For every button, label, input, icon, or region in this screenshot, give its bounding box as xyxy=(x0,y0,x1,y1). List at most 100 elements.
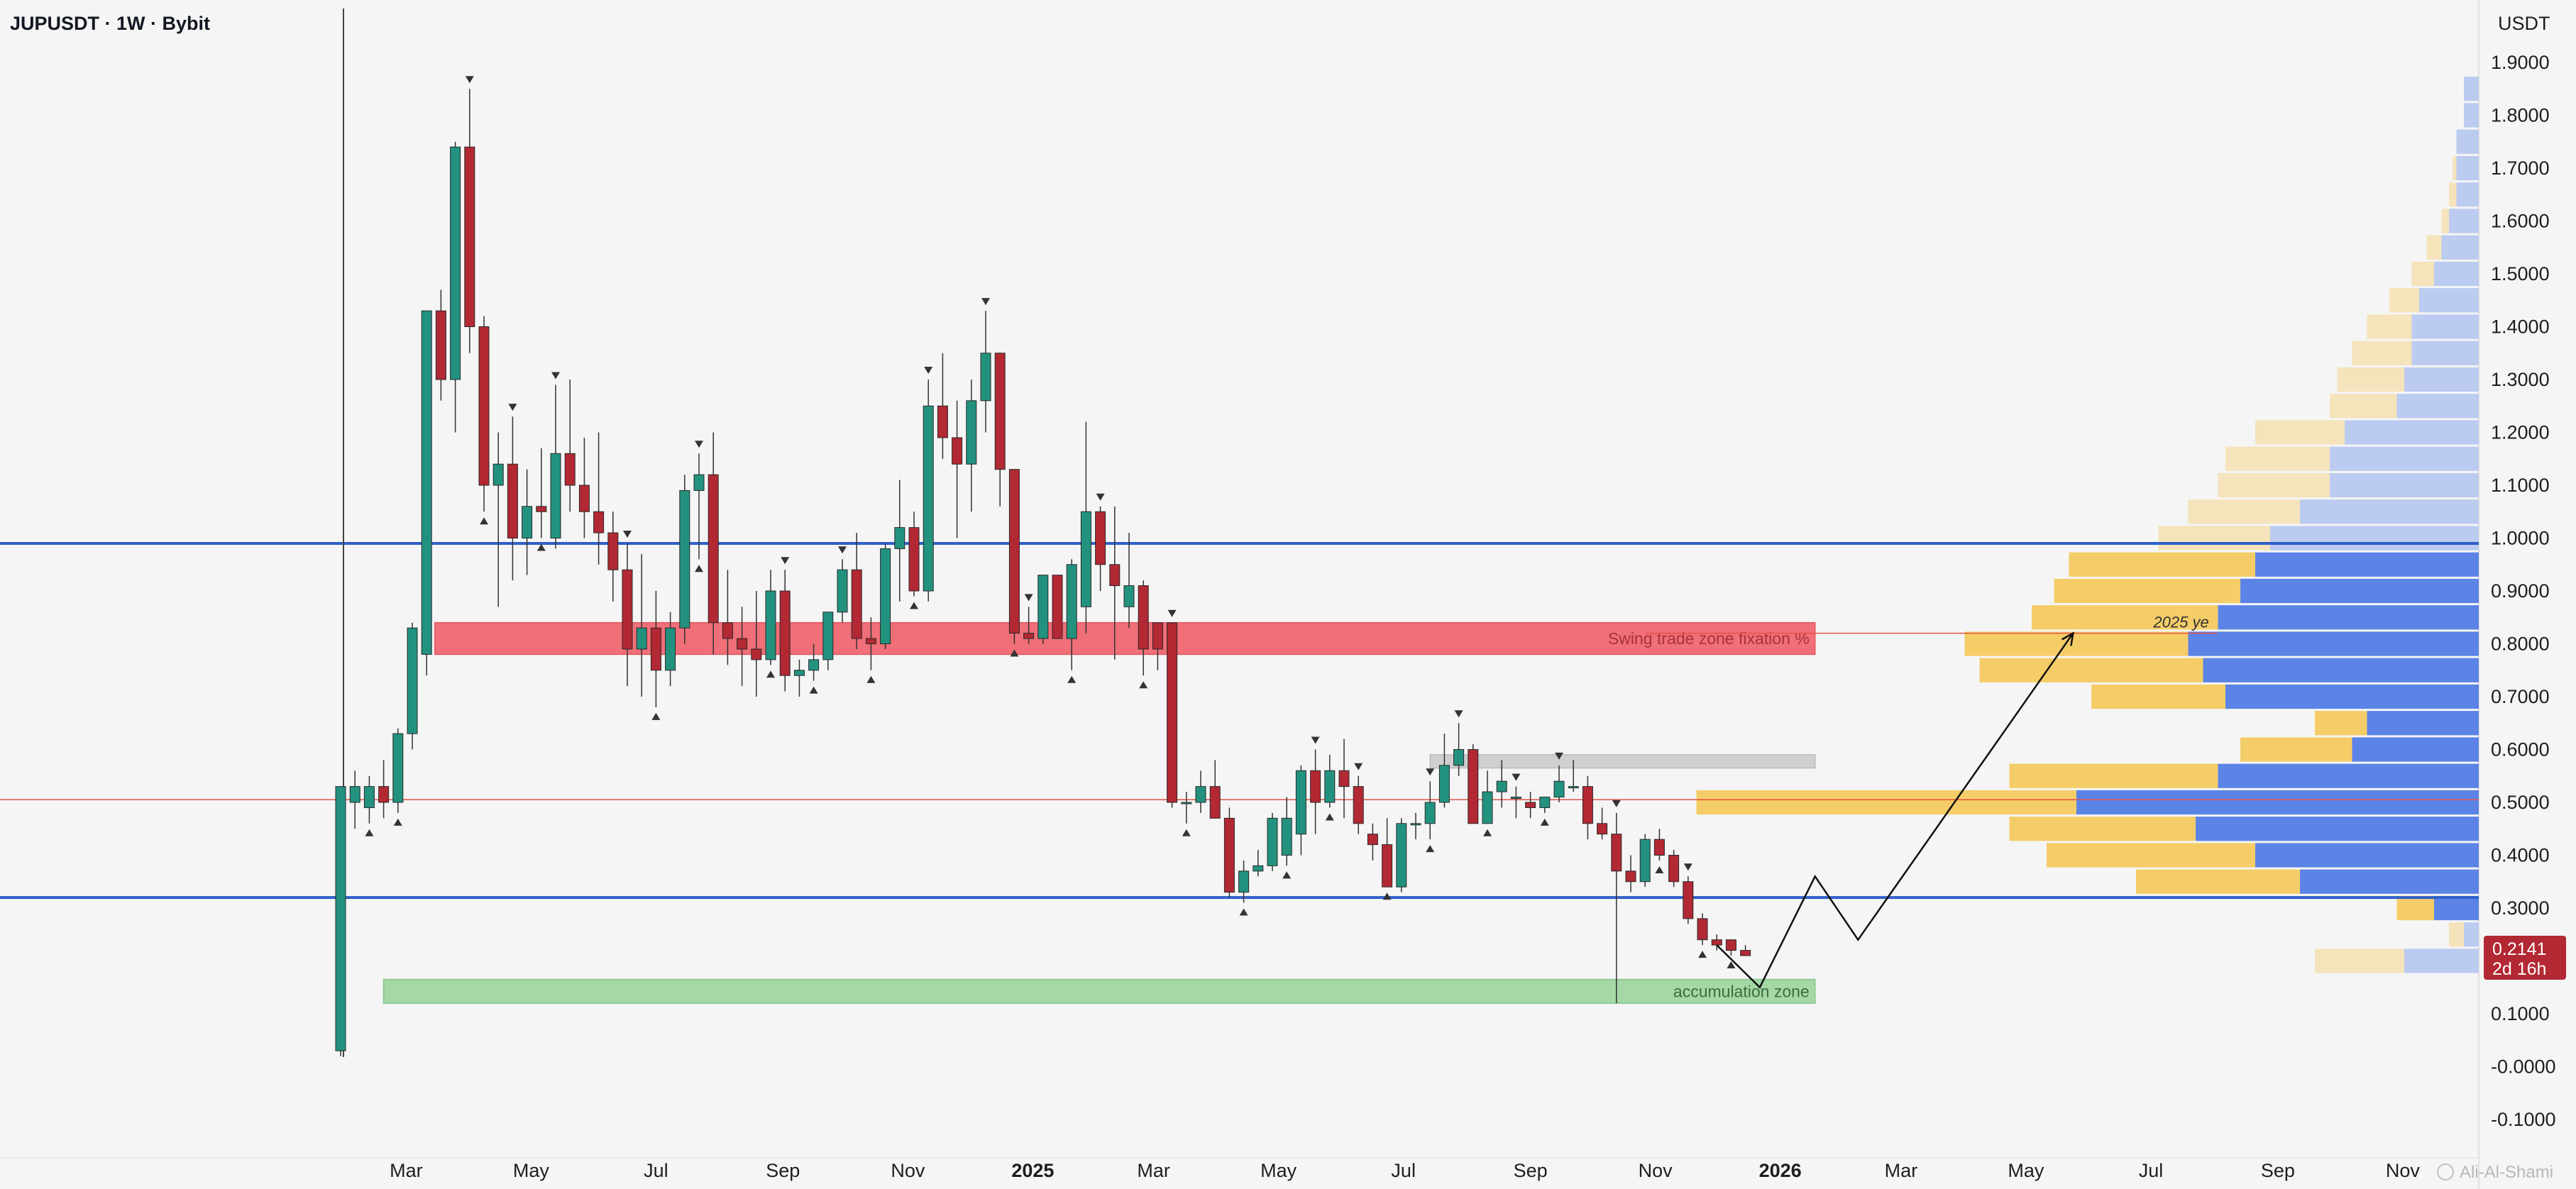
candle[interactable] xyxy=(435,289,446,401)
candle[interactable] xyxy=(1725,939,1736,956)
candle[interactable] xyxy=(1295,765,1306,856)
candle[interactable] xyxy=(1438,734,1450,808)
candle[interactable] xyxy=(1223,807,1235,898)
candle[interactable] xyxy=(1525,792,1536,819)
candle[interactable] xyxy=(1181,792,1192,824)
candle[interactable] xyxy=(1740,945,1751,956)
candle[interactable] xyxy=(378,760,390,819)
candle[interactable] xyxy=(1683,876,1694,924)
candle[interactable] xyxy=(779,570,791,692)
candle[interactable] xyxy=(865,617,876,670)
price-axis[interactable]: 1.9000 1.8000 1.7000 1.6000 1.5000 1.4000 1.30… xyxy=(2491,52,2556,1130)
candle[interactable] xyxy=(1023,607,1035,644)
candle[interactable] xyxy=(1324,754,1336,808)
candle[interactable] xyxy=(421,310,432,676)
candle[interactable] xyxy=(1310,749,1321,834)
candle[interactable] xyxy=(894,480,906,602)
candle[interactable] xyxy=(1468,744,1479,824)
candle[interactable] xyxy=(1080,421,1091,634)
candle[interactable] xyxy=(722,570,733,665)
candle[interactable] xyxy=(492,432,504,607)
candle[interactable] xyxy=(1653,829,1665,861)
candle[interactable] xyxy=(349,770,360,829)
candle[interactable] xyxy=(650,591,661,707)
candle[interactable] xyxy=(1267,812,1278,871)
candle[interactable] xyxy=(765,570,776,665)
candle[interactable] xyxy=(1453,723,1465,776)
candle[interactable] xyxy=(335,786,346,1056)
projection-path[interactable] xyxy=(1716,631,2074,989)
candle[interactable] xyxy=(1668,850,1680,887)
candle[interactable] xyxy=(450,141,461,433)
candle[interactable] xyxy=(923,380,934,602)
candle[interactable] xyxy=(1510,786,1521,819)
candle[interactable] xyxy=(1152,622,1163,670)
candle[interactable] xyxy=(937,353,948,459)
candle[interactable] xyxy=(665,612,676,687)
candle[interactable] xyxy=(593,432,605,565)
candle[interactable] xyxy=(1209,760,1221,819)
candle[interactable] xyxy=(564,380,576,512)
candle[interactable] xyxy=(550,385,561,549)
candle[interactable] xyxy=(751,591,762,697)
candle[interactable] xyxy=(1568,760,1579,792)
candle[interactable] xyxy=(1396,818,1407,892)
candle[interactable] xyxy=(1597,807,1608,840)
candle[interactable] xyxy=(1109,506,1121,660)
candle[interactable] xyxy=(1697,913,1708,946)
resistance-box-box[interactable] xyxy=(1429,754,1816,769)
candle[interactable] xyxy=(1052,575,1063,639)
candle[interactable] xyxy=(1253,850,1264,877)
candle[interactable] xyxy=(793,659,805,697)
candle[interactable] xyxy=(464,89,475,353)
candle[interactable] xyxy=(522,469,533,575)
candle[interactable] xyxy=(1238,860,1250,903)
candle[interactable] xyxy=(822,612,834,670)
candle[interactable] xyxy=(1353,775,1364,834)
candle[interactable] xyxy=(478,316,490,512)
candle[interactable] xyxy=(407,622,418,750)
candle[interactable] xyxy=(1382,818,1393,887)
candle[interactable] xyxy=(708,432,719,655)
candle[interactable] xyxy=(392,728,404,813)
candle[interactable] xyxy=(679,475,690,644)
candle[interactable] xyxy=(363,775,375,824)
candle[interactable] xyxy=(1123,533,1135,629)
candle[interactable] xyxy=(952,400,963,538)
candle[interactable] xyxy=(1711,934,1722,951)
swing-trade-zone-box[interactable] xyxy=(434,621,1816,656)
candle[interactable] xyxy=(1167,622,1178,808)
candle[interactable] xyxy=(607,511,619,602)
candle[interactable] xyxy=(837,559,848,623)
candle[interactable] xyxy=(636,553,647,697)
candle[interactable] xyxy=(1066,559,1077,670)
candle[interactable] xyxy=(507,416,518,581)
candle[interactable] xyxy=(622,543,633,687)
candle[interactable] xyxy=(737,607,748,687)
candle[interactable] xyxy=(1482,770,1493,824)
candle[interactable] xyxy=(1281,797,1292,866)
candle[interactable] xyxy=(1553,765,1565,802)
candle[interactable] xyxy=(966,380,977,512)
candle[interactable] xyxy=(1138,580,1149,676)
candle[interactable] xyxy=(980,311,991,433)
candle[interactable] xyxy=(1496,760,1507,808)
projection-polyline[interactable] xyxy=(1716,632,2074,989)
candle[interactable] xyxy=(1008,469,1020,644)
accumulation-zone-box[interactable] xyxy=(382,978,1816,1004)
candle[interactable] xyxy=(1195,770,1206,813)
candle[interactable] xyxy=(1095,506,1106,591)
candle[interactable] xyxy=(908,511,920,597)
candle[interactable] xyxy=(994,353,1006,507)
candle[interactable] xyxy=(1037,575,1049,644)
candle[interactable] xyxy=(693,453,705,560)
candle[interactable] xyxy=(1338,739,1350,819)
candle[interactable] xyxy=(808,643,820,681)
candle[interactable] xyxy=(1582,775,1593,840)
candle[interactable] xyxy=(851,533,862,649)
candle[interactable] xyxy=(880,543,891,649)
candle[interactable] xyxy=(1424,781,1436,840)
candle[interactable] xyxy=(1639,834,1651,887)
candle[interactable] xyxy=(1410,812,1421,840)
